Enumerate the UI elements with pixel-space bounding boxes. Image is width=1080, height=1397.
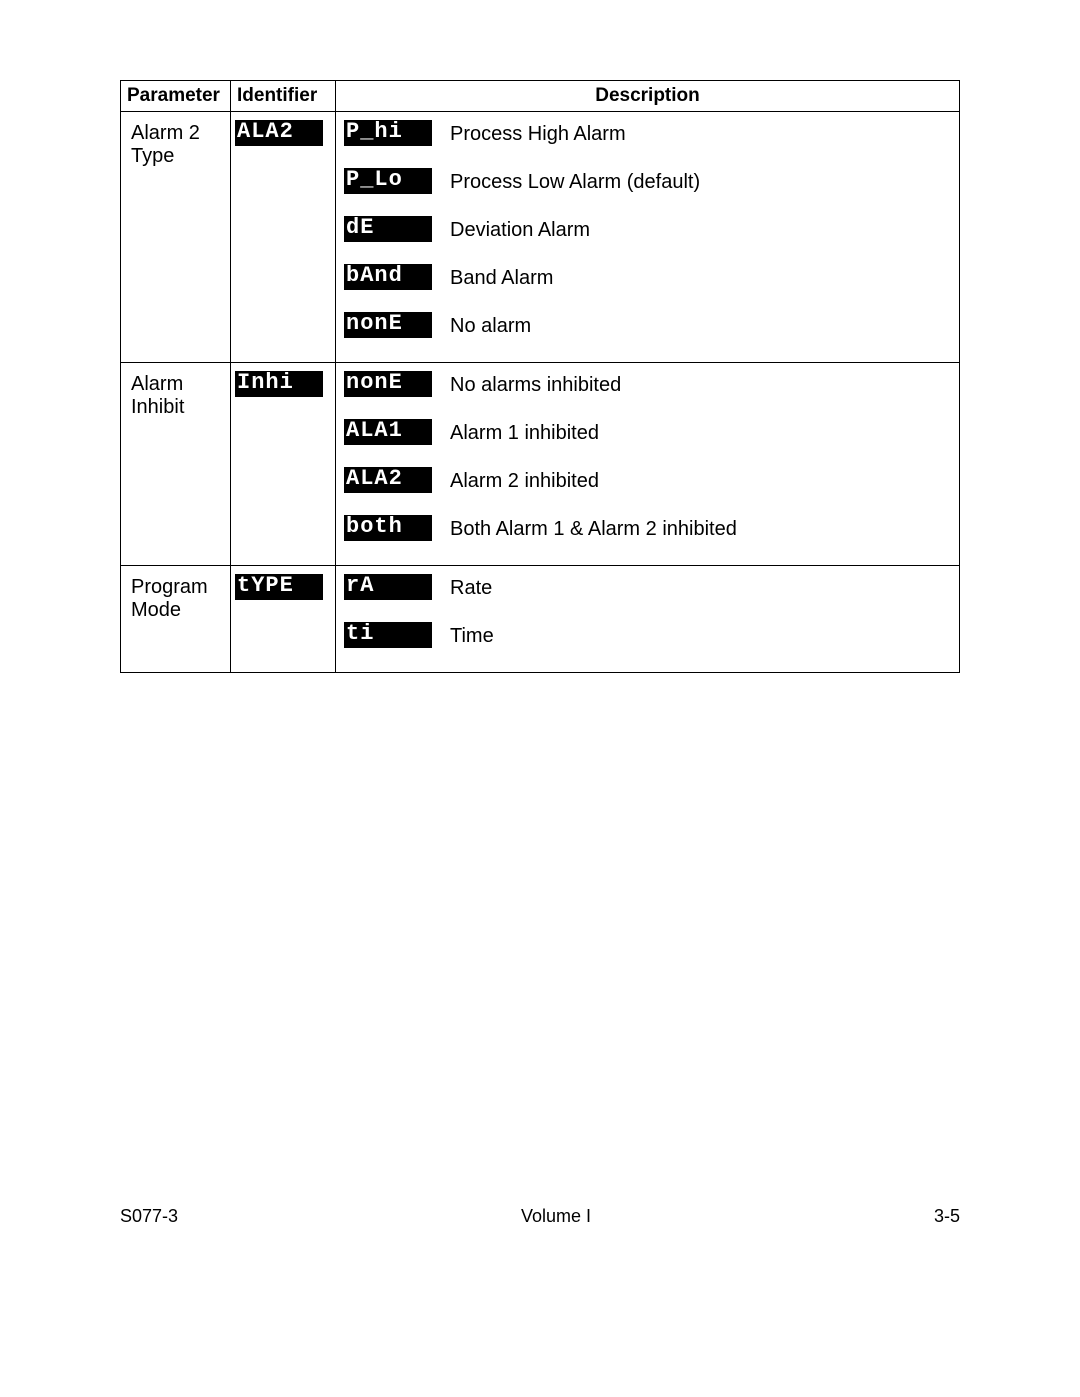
table-row: Program ModetYPErA Rateti Time (121, 566, 960, 673)
option-display: P_hi (344, 120, 432, 146)
header-parameter: Parameter (121, 81, 231, 112)
option-row: ALA1 Alarm 1 inhibited (344, 419, 951, 445)
identifier-cell: tYPE (231, 566, 336, 673)
parameter-cell: Alarm 2 Type (121, 112, 231, 363)
option-display: ti (344, 622, 432, 648)
parameter-table: Parameter Identifier Description Alarm 2… (120, 80, 960, 673)
header-description: Description (336, 81, 960, 112)
option-text: Deviation Alarm (450, 216, 590, 242)
option-text: No alarm (450, 312, 531, 338)
footer-left: S077-3 (120, 1206, 178, 1227)
option-text: No alarms inhibited (450, 371, 621, 397)
option-row: P_Lo Process Low Alarm (default) (344, 168, 951, 194)
option-row: dE Deviation Alarm (344, 216, 951, 242)
option-display: dE (344, 216, 432, 242)
option-row: nonE No alarm (344, 312, 951, 338)
option-text: Band Alarm (450, 264, 553, 290)
footer-right: 3-5 (934, 1206, 960, 1227)
option-display: both (344, 515, 432, 541)
table-header-row: Parameter Identifier Description (121, 81, 960, 112)
option-row: ti Time (344, 622, 951, 648)
description-cell: rA Rateti Time (336, 566, 960, 673)
identifier-display: Inhi (235, 371, 323, 397)
option-display: ALA2 (344, 467, 432, 493)
option-display: bAnd (344, 264, 432, 290)
option-text: Time (450, 622, 494, 648)
option-display: P_Lo (344, 168, 432, 194)
option-display: nonE (344, 371, 432, 397)
option-row: both Both Alarm 1 & Alarm 2 inhibited (344, 515, 951, 541)
option-row: ALA2 Alarm 2 inhibited (344, 467, 951, 493)
option-row: nonE No alarms inhibited (344, 371, 951, 397)
identifier-display: ALA2 (235, 120, 323, 146)
option-text: Both Alarm 1 & Alarm 2 inhibited (450, 515, 737, 541)
table-row: Alarm InhibitInhi nonE No alarms inhibited… (121, 363, 960, 566)
option-text: Process Low Alarm (default) (450, 168, 700, 194)
option-display: ALA1 (344, 419, 432, 445)
identifier-cell: Inhi (231, 363, 336, 566)
option-display: nonE (344, 312, 432, 338)
description-cell: nonE No alarms inhibited ALA1 Alarm 1 inhib… (336, 363, 960, 566)
table-row: Alarm 2 TypeALA2P_hiProcess High AlarmP_… (121, 112, 960, 363)
description-cell: P_hi Process High Alarm P_Lo Process Low Al… (336, 112, 960, 363)
option-row: bAnd Band Alarm (344, 264, 951, 290)
option-row: rA Rate (344, 574, 951, 600)
footer-center: Volume I (521, 1206, 591, 1227)
identifier-display: tYPE (235, 574, 323, 600)
option-text: Rate (450, 574, 492, 600)
option-display: rA (344, 574, 432, 600)
option-row: P_hi Process High Alarm (344, 120, 951, 146)
parameter-cell: Program Mode (121, 566, 231, 673)
page-footer: S077-3 Volume I 3-5 (120, 1206, 960, 1227)
option-text: Alarm 1 inhibited (450, 419, 599, 445)
identifier-cell: ALA2 (231, 112, 336, 363)
header-identifier: Identifier (231, 81, 336, 112)
parameter-cell: Alarm Inhibit (121, 363, 231, 566)
option-text: Process High Alarm (450, 120, 626, 146)
option-text: Alarm 2 inhibited (450, 467, 599, 493)
